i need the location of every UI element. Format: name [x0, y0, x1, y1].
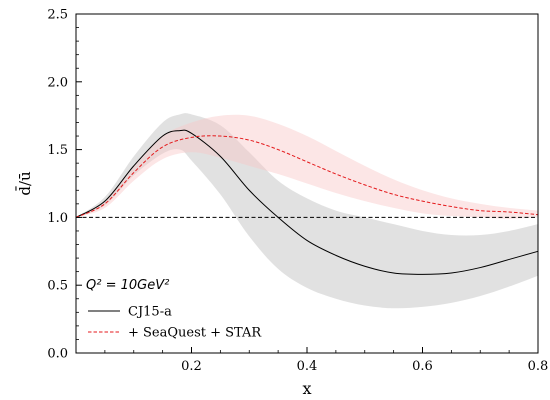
series-band-1	[76, 113, 538, 309]
y-tick-label: 1.0	[47, 211, 68, 226]
uncertainty-bands	[76, 113, 538, 309]
y-tick-label: 0.0	[47, 347, 68, 362]
legend: CJ15-a + SeaQuest + STAR	[88, 305, 262, 341]
x-axis-ticks: 0.2 0.4 0.6 0.8	[104, 347, 549, 374]
series-band-2	[76, 114, 538, 219]
x-tick-label: 0.8	[528, 359, 549, 374]
x-axis-label: x	[302, 379, 311, 398]
x-tick-label: 0.6	[412, 359, 433, 374]
series-line-1	[75, 129, 539, 275]
y-axis-label: d̄/ū	[16, 171, 34, 196]
y-tick-label: 2.5	[47, 8, 68, 23]
q2-annotation: Q² = 10GeV²	[86, 278, 169, 293]
x-tick-label: 0.2	[181, 359, 202, 374]
y-axis-ticks: 0.0 0.5 1.0 1.5 2.0 2.5	[47, 8, 82, 362]
y-tick-label: 0.5	[47, 279, 68, 294]
legend-label-2: + SeaQuest + STAR	[128, 326, 262, 341]
y-tick-label: 2.0	[47, 75, 68, 90]
y-tick-label: 1.5	[47, 143, 68, 158]
series-lines	[75, 129, 539, 275]
x-tick-label: 0.4	[297, 359, 318, 374]
legend-label-1: CJ15-a	[128, 305, 172, 320]
series-line-2	[75, 135, 539, 218]
